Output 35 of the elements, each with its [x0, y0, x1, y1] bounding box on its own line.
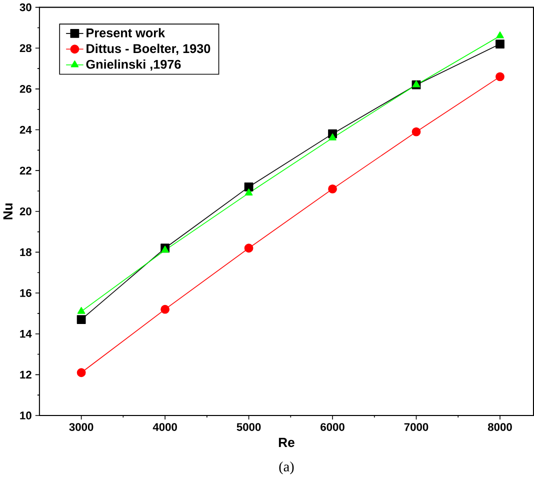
- legend-label: Dittus - Boelter, 1930: [86, 44, 210, 56]
- y-tick-label: 24: [20, 126, 32, 134]
- point: [76, 368, 86, 378]
- y-tick-label: 12: [20, 370, 32, 379]
- y-tick-label: 10: [20, 412, 32, 420]
- point: [496, 72, 504, 82]
- y-tick-label: 28: [20, 44, 32, 52]
- point: [496, 40, 504, 49]
- point: [244, 244, 254, 253]
- point: [328, 184, 337, 194]
- y-tick-label: 16: [20, 289, 32, 298]
- x-tick-label: 4000: [152, 423, 177, 432]
- x-tick-label: 3000: [69, 423, 94, 432]
- point: [77, 307, 86, 314]
- y-tick-label: 18: [20, 248, 32, 256]
- text: (a): [279, 462, 294, 474]
- y-tick-label: 30: [20, 4, 32, 12]
- x-tick-label: 6000: [320, 423, 344, 432]
- y-tick-label: 14: [20, 330, 32, 338]
- legend-label: Gnielinski ,1976: [86, 60, 181, 71]
- point: [412, 128, 421, 136]
- x-tick-label: 8000: [488, 423, 512, 432]
- point: [244, 188, 253, 196]
- y-tick-label: 22: [20, 166, 32, 175]
- point: [160, 305, 170, 314]
- x-tick-label: 7000: [404, 423, 428, 432]
- point: [76, 315, 86, 324]
- point: [496, 32, 504, 38]
- x-tick-label: 5000: [236, 423, 261, 432]
- point: [328, 134, 336, 141]
- y-tick-label: 26: [20, 85, 32, 94]
- x-axis-title: Re: [278, 438, 294, 448]
- y-axis-title: Nu: [3, 204, 13, 220]
- legend-label: Present work: [86, 28, 166, 38]
- y-tick-label: 20: [20, 208, 32, 216]
